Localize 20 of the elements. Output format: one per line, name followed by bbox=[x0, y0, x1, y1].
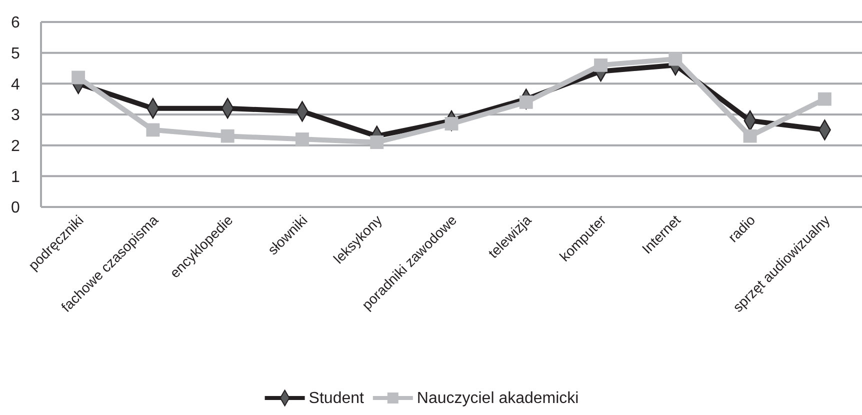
y-tick-label: 2 bbox=[11, 138, 20, 155]
point bbox=[668, 52, 682, 66]
y-tick-label: 0 bbox=[11, 200, 20, 217]
point bbox=[220, 129, 234, 143]
y-tick-label: 6 bbox=[11, 14, 20, 32]
legend-label: Nauczyciel akademicki bbox=[416, 390, 579, 407]
y-tick-label: 4 bbox=[11, 76, 20, 94]
y-tick-label: 1 bbox=[11, 168, 20, 186]
point bbox=[146, 123, 160, 137]
point bbox=[72, 70, 86, 84]
point bbox=[296, 132, 309, 146]
point bbox=[444, 117, 458, 130]
point bbox=[743, 129, 757, 143]
point bbox=[370, 136, 384, 149]
point bbox=[818, 92, 832, 106]
point bbox=[519, 95, 533, 109]
y-tick-label: 3 bbox=[11, 107, 20, 124]
point bbox=[594, 58, 608, 72]
y-tick-label: 5 bbox=[11, 45, 20, 62]
legend-label: Student bbox=[308, 390, 365, 407]
